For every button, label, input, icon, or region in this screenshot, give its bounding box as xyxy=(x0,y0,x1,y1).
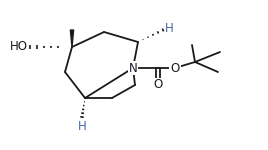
Text: N: N xyxy=(129,61,137,75)
Text: O: O xyxy=(170,61,180,75)
Polygon shape xyxy=(70,30,74,47)
Text: H: H xyxy=(78,120,86,133)
Text: HO: HO xyxy=(10,40,28,54)
Text: H: H xyxy=(165,22,174,36)
Text: O: O xyxy=(153,78,163,92)
